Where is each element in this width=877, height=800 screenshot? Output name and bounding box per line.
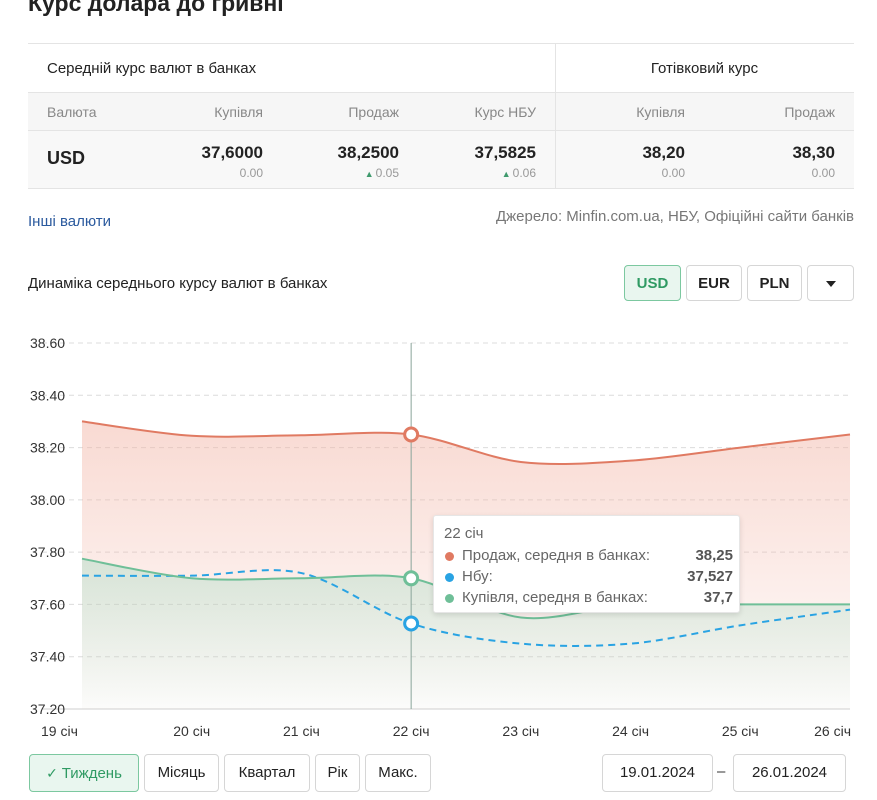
- bank-sell-value: 38,2500: [337, 143, 399, 162]
- cash-buy-delta: 0.00: [662, 166, 685, 180]
- column-cash-buy: Купівля: [636, 104, 685, 120]
- x-tick-label: 22 січ: [393, 723, 430, 739]
- cash-sell-delta: 0.00: [812, 166, 835, 180]
- point-marker-sell: [403, 426, 420, 443]
- tooltip-row-buy: Купівля, середня в банках: 37,7: [444, 589, 733, 609]
- delta-value: 0.00: [239, 166, 263, 180]
- date-range-separator: –: [717, 763, 726, 780]
- y-tick-label: 37.60: [30, 596, 65, 612]
- y-tick-label: 38.60: [30, 335, 65, 351]
- column-bank-buy: Купівля: [214, 104, 263, 120]
- tooltip-series-name: Продаж, середня в банках:: [462, 547, 651, 564]
- delta-value: 0.05: [375, 166, 399, 180]
- currency-usd-button[interactable]: USD: [624, 265, 681, 301]
- date-from-field[interactable]: 19.01.2024: [602, 754, 713, 792]
- column-nbu: Курс НБУ: [474, 104, 536, 120]
- currency-pln-button[interactable]: PLN: [747, 265, 802, 301]
- period-year-button[interactable]: Рік: [315, 754, 360, 792]
- delta-value: 0.06: [512, 166, 536, 180]
- rates-table: Середній курс валют в банках Готівковий …: [28, 43, 854, 189]
- tooltip-series-name: Нбу:: [462, 568, 493, 585]
- period-label: Тиждень: [61, 765, 122, 782]
- series-dot-icon: [445, 594, 454, 603]
- area-buy: [82, 558, 850, 709]
- tooltip-series-value: 37,527: [687, 568, 733, 585]
- tooltip-series-name: Купівля, середня в банках:: [462, 589, 648, 606]
- bank-sell-delta: ▲ 0.05: [365, 166, 399, 180]
- series-line-sell: [81, 420, 851, 465]
- cash-rates-header: Готівковий курс: [650, 60, 759, 77]
- period-quarter-button[interactable]: Квартал: [224, 754, 310, 792]
- point-marker-nbu: [403, 615, 420, 632]
- y-tick-label: 38.40: [30, 387, 65, 403]
- currency-eur-button[interactable]: EUR: [686, 265, 742, 301]
- y-tick-label: 37.40: [30, 649, 65, 665]
- x-tick-label: 19 січ: [41, 723, 78, 739]
- tooltip-row-sell: Продаж, середня в банках: 38,25: [444, 547, 733, 567]
- arrow-up-icon: ▲: [364, 169, 374, 179]
- column-cash-sell: Продаж: [784, 104, 835, 120]
- column-header-row: [28, 93, 854, 130]
- x-tick-label: 20 січ: [173, 723, 210, 739]
- caret-down-icon: [825, 281, 836, 287]
- delta-value: 0.00: [811, 166, 835, 180]
- period-week-button[interactable]: ✓ Тиждень: [29, 754, 139, 792]
- currency-code: USD: [47, 148, 86, 168]
- nbu-delta: ▲ 0.06: [502, 166, 536, 180]
- rate-chart[interactable]: 38.60 38.40 38.20 38.00 37.80 37.60 37.40 37.20…: [0, 325, 877, 745]
- dynamics-title: Динаміка середнього курсу валют в банках: [28, 275, 328, 292]
- x-tick-label: 21 січ: [283, 723, 320, 739]
- usd-row: [28, 131, 854, 188]
- tooltip-date: 22 січ: [444, 525, 484, 542]
- period-month-button[interactable]: Місяць: [144, 754, 219, 792]
- other-currencies-link[interactable]: Інші валюти: [28, 213, 112, 230]
- divider: [28, 92, 854, 93]
- y-tick-label: 37.20: [30, 701, 65, 717]
- delta-value: 0.00: [661, 166, 685, 180]
- y-tick-label: 38.20: [30, 440, 65, 456]
- point-marker-buy: [403, 570, 420, 587]
- bank-buy-value: 37,6000: [201, 143, 263, 162]
- tooltip-series-value: 38,25: [695, 547, 733, 564]
- column-bank-sell: Продаж: [348, 104, 399, 120]
- series-line-nbu: [81, 569, 851, 647]
- chart-tooltip: 22 січ Продаж, середня в банках: 38,25 Н…: [433, 515, 740, 613]
- arrow-up-icon: ▲: [501, 169, 511, 179]
- cash-buy-value: 38,20: [642, 143, 685, 162]
- x-axis-labels: 19 січ 20 січ 21 січ 22 січ 23 січ 24 січ 25 с…: [41, 723, 851, 739]
- more-currencies-dropdown[interactable]: [807, 265, 854, 301]
- cash-sell-value: 38,30: [792, 143, 835, 162]
- chart-markers: [403, 426, 420, 632]
- y-tick-label: 37.80: [30, 544, 65, 560]
- divider: [28, 130, 854, 131]
- nbu-value: 37,5825: [474, 143, 536, 162]
- series-dot-icon: [445, 573, 454, 582]
- column-currency: Валюта: [47, 104, 97, 120]
- y-tick-label: 38.00: [30, 492, 65, 508]
- x-tick-label: 25 січ: [722, 723, 759, 739]
- tooltip-series-value: 37,7: [703, 589, 733, 606]
- date-to-field[interactable]: 26.01.2024: [733, 754, 846, 792]
- tooltip-row-nbu: Нбу: 37,527: [444, 568, 733, 588]
- divider: [555, 44, 556, 189]
- check-icon: ✓: [46, 765, 58, 781]
- source-text: Джерело: Minfin.com.ua, НБУ, Офіційні са…: [495, 208, 854, 225]
- x-tick-label: 26 січ: [814, 723, 851, 739]
- y-axis-labels: 38.60 38.40 38.20 38.00 37.80 37.60 37.40 37.20: [30, 335, 65, 717]
- bank-buy-delta: 0.00: [240, 166, 263, 180]
- divider: [28, 188, 854, 189]
- x-tick-label: 24 січ: [612, 723, 649, 739]
- x-tick-label: 23 січ: [502, 723, 539, 739]
- page-title: Курс долара до гривні: [28, 0, 284, 16]
- period-max-button[interactable]: Макс.: [365, 754, 431, 792]
- series-dot-icon: [445, 552, 454, 561]
- bank-rates-header: Середній курс валют в банках: [47, 60, 257, 77]
